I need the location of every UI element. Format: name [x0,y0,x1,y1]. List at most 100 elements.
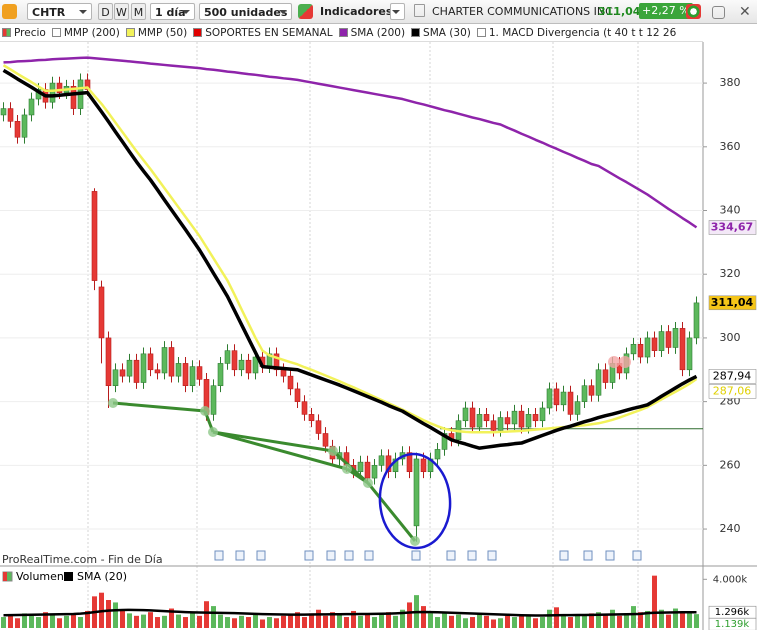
volume-bar [295,612,300,628]
event-icon[interactable] [583,550,593,561]
legend-label: MMP (50) [137,26,188,39]
event-icon[interactable] [411,550,421,561]
close-button[interactable]: ✕ [739,4,751,20]
volume-bar [540,617,545,628]
indicators-dropdown[interactable] [390,3,405,20]
interval-select[interactable]: 1 día [150,3,195,20]
price-label: 334,67 [711,220,753,233]
volume-bar [631,606,636,628]
indicators-icon[interactable] [298,4,313,19]
period-button[interactable]: M [131,3,146,20]
event-icon[interactable] [304,550,314,561]
volume-bar [358,615,363,628]
volume-bar [204,601,209,628]
candle-body [532,414,539,422]
legend-item[interactable]: 1. MACD Divergencia (t 40 t t 12 26 [476,26,677,39]
candle-body [546,388,553,409]
event-icon[interactable] [235,550,245,561]
menu-icon[interactable] [2,4,17,19]
units-select[interactable]: 500 unidades [199,3,292,20]
volume-bar [1,617,6,628]
legend-swatch [64,572,73,581]
candle-body [56,82,63,93]
maximize-button[interactable] [712,6,725,19]
indicators-button[interactable]: Indicadores [320,5,393,18]
volume-bar [85,610,90,628]
period-button[interactable]: W [114,3,129,20]
event-icon[interactable] [467,550,477,561]
volume-bar [680,613,685,628]
volume-bar [393,615,398,628]
signal-dot [619,356,631,368]
period-button[interactable]: D [98,3,113,20]
symbol-input[interactable]: CHTR [27,3,92,20]
event-icon[interactable] [344,550,354,561]
volume-bar [603,614,608,628]
volume-bar [330,612,335,628]
legend-item[interactable]: SMA (30) [411,27,471,39]
value-label-box [708,617,757,630]
event-icon[interactable] [256,550,266,561]
legend-label: 1. MACD Divergencia (t 40 t t 12 26 [488,26,677,39]
event-icon[interactable] [326,550,336,561]
legend-label: SMA (200) [350,26,406,39]
volume-bar [687,612,692,628]
candle-body [693,302,700,339]
candle-body [441,433,448,450]
event-icon[interactable] [605,550,615,561]
candle-body [140,353,147,383]
volume-bar [260,619,265,628]
legend-item[interactable]: MMP (50) [125,26,188,39]
candle-body [112,369,119,387]
volume-bar [246,617,251,628]
legend-swatch [411,28,421,37]
volume-bar [253,613,258,628]
legend-label: SMA (30) [423,26,471,39]
candle-body [231,350,238,371]
event-icon[interactable] [364,550,374,561]
event-icon[interactable] [632,550,642,561]
period-separators [87,42,639,630]
y-tick-label: 380 [720,76,741,89]
event-icon[interactable] [487,550,497,561]
volume-bar [29,615,34,628]
y-tick-label: 360 [720,140,741,153]
price-label: 287,06 [713,384,752,397]
candle-body [651,337,658,351]
candle-body [595,369,602,396]
info-icon[interactable] [414,4,425,17]
pivot [342,464,352,474]
legend-item[interactable]: SMA (200) [338,26,406,39]
candle-body [21,114,28,138]
volume-bar [232,618,237,628]
volume-bar [113,602,118,628]
candle-body [490,420,497,431]
volume-bar [372,617,377,628]
legend-item[interactable]: MMP (200) [51,27,120,39]
legend-item[interactable]: Precio [2,27,46,39]
volume-bar [456,614,461,628]
event-icon[interactable] [446,550,456,561]
refresh-icon[interactable] [686,4,701,19]
volume-bar [505,615,510,628]
volume-bar [365,613,370,628]
candle-body [658,331,665,351]
volume-bar [316,609,321,628]
signal-marker [608,356,631,368]
last-price: 311,04 [598,5,641,18]
volume-bar [645,610,650,628]
candle-body [238,359,245,371]
pivot [108,398,118,408]
volume-bar [617,615,622,628]
event-icon[interactable] [214,550,224,561]
legend-item[interactable]: SOPORTES EN SEMANAL [193,27,333,39]
candle-body [49,82,56,103]
candle-body [392,458,399,473]
volume-bar [561,615,566,628]
candle-body [0,108,7,116]
candle-body [224,350,231,364]
volume-bar [274,618,279,628]
event-icon[interactable] [559,550,569,561]
volume-bar [526,615,531,628]
